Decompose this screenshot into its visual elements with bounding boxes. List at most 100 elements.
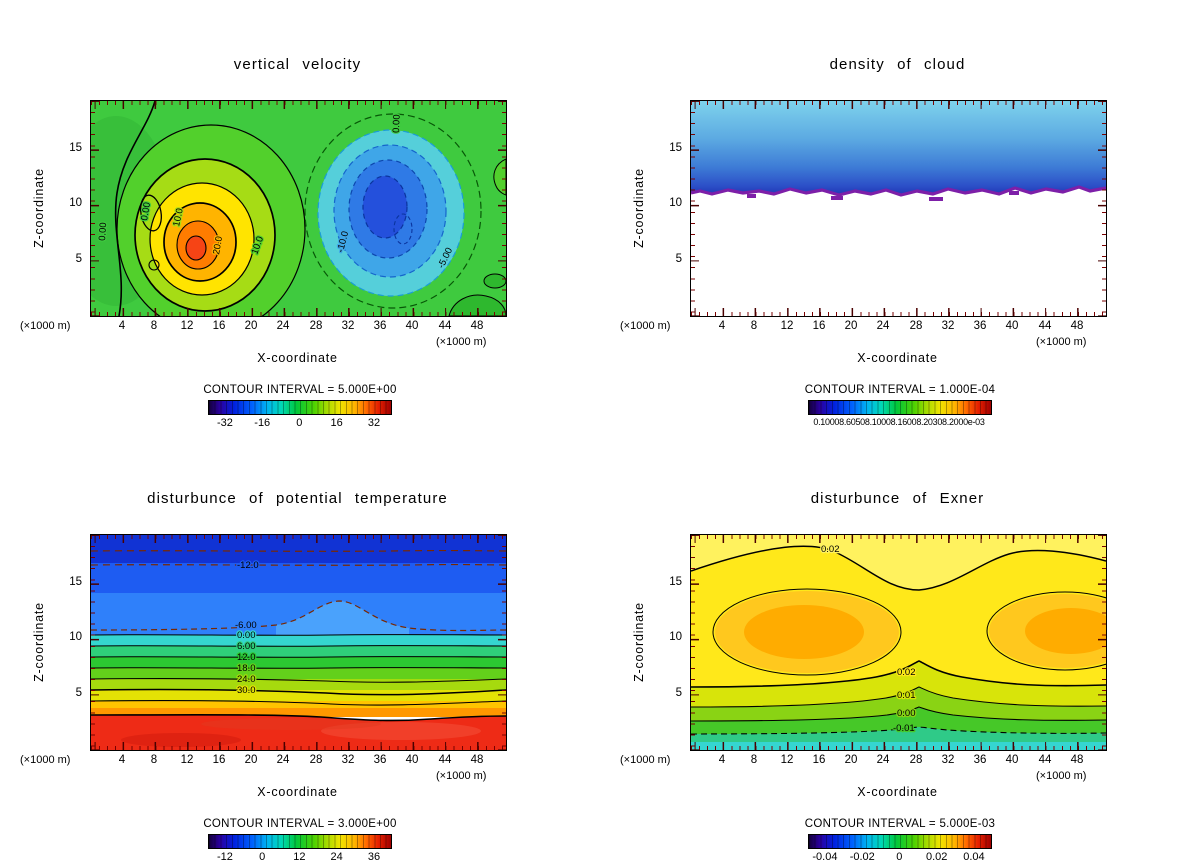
colorbar-tick: -32 <box>216 417 233 429</box>
x-axis-unit-left: (×1000 m) <box>620 754 671 766</box>
y-tick-label: 10 <box>69 197 82 209</box>
x-tick-label: 36 <box>973 754 987 766</box>
colorbar <box>808 834 992 849</box>
x-tick-label: 40 <box>1005 320 1019 332</box>
x-tick-label: 8 <box>750 754 758 766</box>
colorbar-tick: 0 <box>259 851 266 863</box>
positive-solid-contours <box>91 634 506 722</box>
x-tick-label: 4 <box>718 320 726 332</box>
colorbar-tick: -0.04 <box>812 851 838 863</box>
x-tick-label: 16 <box>212 754 226 766</box>
x-axis-label: X-coordinate <box>257 351 338 365</box>
x-tick-label: 20 <box>244 754 258 766</box>
plot-density-of-cloud <box>690 100 1107 317</box>
updraft-contours <box>116 124 306 316</box>
plot-exner: 0.02 0.02 0.01 0.00 -0.01 <box>690 534 1107 751</box>
x-tick-label: 24 <box>876 320 890 332</box>
x-tick-label: 48 <box>1070 754 1084 766</box>
colorbar-tick-labels: 0.10008.60508.10008.16008.20308.2000e-03 <box>808 417 990 431</box>
y-tick-label: 5 <box>675 253 682 265</box>
x-tick-label: 28 <box>909 754 923 766</box>
x-tick-label: 16 <box>212 320 226 332</box>
y-tick-label: 10 <box>669 631 682 643</box>
colorbar-tick: 16 <box>330 417 343 429</box>
y-tick-label: 15 <box>69 576 82 588</box>
x-tick-label: 8 <box>150 754 158 766</box>
x-tick-label: 12 <box>780 320 794 332</box>
x-tick-label: 40 <box>1005 754 1019 766</box>
x-tick-label: 36 <box>373 754 387 766</box>
contour-label: 0.01 <box>897 690 916 701</box>
x-tick-label: 8 <box>150 320 158 332</box>
x-tick-label: 48 <box>470 754 484 766</box>
x-axis-label: X-coordinate <box>857 785 938 799</box>
contour-label: -0.01 <box>893 723 915 734</box>
contour-label: 12.0 <box>237 652 256 663</box>
y-tick-label: 15 <box>69 142 82 154</box>
x-tick-label: 32 <box>341 754 355 766</box>
colorbar-tick-labels: -32 -16 0 16 32 <box>208 417 390 431</box>
y-axis-label: Z-coordinate <box>630 534 648 749</box>
x-axis-unit-left: (×1000 m) <box>20 320 71 332</box>
x-tick-label: 4 <box>118 320 126 332</box>
x-axis-label: X-coordinate <box>257 785 338 799</box>
x-tick-label: 4 <box>118 754 126 766</box>
x-tick-label: 16 <box>812 320 826 332</box>
colorbar-tick: 24 <box>330 851 343 863</box>
contour-label: 0.00 <box>237 630 256 641</box>
downdraft-contours <box>304 113 482 309</box>
zero-contours-left <box>114 101 162 316</box>
x-tick-label: 44 <box>1038 320 1052 332</box>
contour-label: 18.0 <box>237 663 256 674</box>
colorbar-tick-labels: -12 0 12 24 36 <box>208 851 390 865</box>
y-axis-label-text: Z-coordinate <box>32 601 46 682</box>
panel-exner: disturbunce of Exner Z-coordinate 15 10 … <box>600 434 1200 868</box>
contour-label: 30.0 <box>237 685 256 696</box>
colorbar <box>208 400 392 415</box>
colorbar <box>208 834 392 849</box>
x-tick-label: 20 <box>844 320 858 332</box>
upper-002-contour <box>691 545 1106 591</box>
upper-light-region <box>691 535 1106 590</box>
contour-canvas-exner: 0.02 0.02 0.01 0.00 -0.01 <box>691 535 1106 750</box>
contour-label: 0.02 <box>897 667 916 678</box>
chart-title: vertical velocity <box>233 56 362 73</box>
x-tick-label: 32 <box>941 754 955 766</box>
x-axis-unit-left: (×1000 m) <box>620 320 671 332</box>
x-tick-label: 28 <box>309 754 323 766</box>
chart-title: disturbunce of potential temperature <box>147 490 448 507</box>
colorbar-tick: -16 <box>254 417 271 429</box>
panel-vertical-velocity: vertical velocity Z-coordinate 15 10 5 <box>0 0 600 434</box>
x-tick-label: 32 <box>341 320 355 332</box>
x-tick-label: 40 <box>405 320 419 332</box>
contour-canvas-potential-temperature: -12.0 -6.00 0.00 6.00 12.0 18.0 24.0 30.… <box>91 535 506 750</box>
x-tick-label: 48 <box>1070 320 1084 332</box>
x-axis-unit-right: (×1000 m) <box>436 770 487 782</box>
x-tick-label: 44 <box>438 754 452 766</box>
contour-interval-label: CONTOUR INTERVAL = 5.000E+00 <box>203 384 397 396</box>
x-tick-label: 12 <box>180 754 194 766</box>
colorbar-tick-text: 0.10008.60508.10008.16008.20308.2000e-03 <box>813 417 985 427</box>
x-axis-unit-right: (×1000 m) <box>1036 336 1087 348</box>
colorbar-tick: 0.02 <box>925 851 948 863</box>
colorbar-tick: -0.02 <box>849 851 875 863</box>
contour-labels: 0.02 0.02 0.01 0.00 -0.01 <box>820 543 917 736</box>
x-tick-label: 28 <box>309 320 323 332</box>
y-tick-label: 15 <box>669 142 682 154</box>
colorbar-tick: -12 <box>216 851 233 863</box>
contour-label: -6.00 <box>235 620 257 631</box>
y-axis-label-text: Z-coordinate <box>32 167 46 248</box>
contour-label: 10.0 <box>171 207 186 227</box>
x-tick-label: 4 <box>718 754 726 766</box>
colorbar-tick: 0 <box>296 417 303 429</box>
x-axis-unit-right: (×1000 m) <box>1036 770 1087 782</box>
colorbar-tick: 36 <box>367 851 381 863</box>
y-tick-label: 15 <box>669 576 682 588</box>
contour-label: -12.0 <box>237 560 259 571</box>
y-tick-label: 5 <box>75 253 82 265</box>
colorbar-tick: 0 <box>896 851 903 863</box>
x-axis-unit-right: (×1000 m) <box>436 336 487 348</box>
x-tick-label: 48 <box>470 320 484 332</box>
x-tick-label: 36 <box>373 320 387 332</box>
contour-label: 24.0 <box>237 674 256 685</box>
